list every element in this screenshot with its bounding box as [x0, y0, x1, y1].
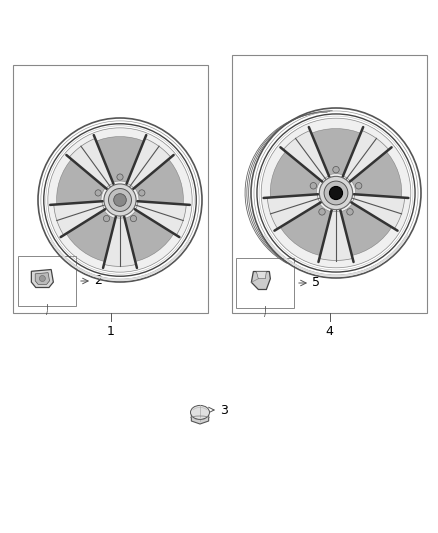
Circle shape [261, 118, 411, 268]
Polygon shape [96, 136, 144, 182]
Polygon shape [127, 139, 171, 188]
Polygon shape [352, 195, 405, 229]
Text: i: i [46, 310, 48, 316]
Polygon shape [32, 270, 53, 287]
Polygon shape [57, 159, 106, 205]
Circle shape [39, 276, 46, 281]
Circle shape [114, 193, 126, 206]
Circle shape [139, 190, 145, 196]
Circle shape [104, 184, 136, 216]
Ellipse shape [191, 406, 209, 419]
Text: 4: 4 [325, 325, 333, 338]
Polygon shape [134, 159, 184, 205]
Bar [236, 258, 294, 308]
Polygon shape [341, 203, 392, 256]
Polygon shape [135, 201, 186, 235]
Polygon shape [256, 271, 266, 279]
Polygon shape [251, 271, 270, 289]
Polygon shape [54, 201, 105, 235]
Polygon shape [351, 151, 402, 198]
Circle shape [109, 189, 131, 212]
Polygon shape [66, 210, 116, 262]
Circle shape [117, 174, 123, 180]
Circle shape [103, 215, 110, 222]
Circle shape [310, 183, 317, 189]
Polygon shape [267, 195, 320, 229]
Polygon shape [283, 131, 329, 181]
Text: 5: 5 [312, 277, 320, 289]
Circle shape [324, 181, 348, 205]
Bar [13, 65, 208, 313]
Circle shape [329, 187, 343, 199]
Circle shape [131, 215, 137, 222]
Circle shape [319, 208, 325, 215]
Bar [18, 256, 76, 306]
Polygon shape [319, 211, 353, 261]
Circle shape [48, 128, 192, 272]
Circle shape [347, 208, 353, 215]
Polygon shape [69, 139, 113, 188]
Polygon shape [270, 151, 321, 198]
Circle shape [95, 190, 101, 196]
Circle shape [333, 166, 339, 173]
Polygon shape [280, 203, 331, 256]
Circle shape [355, 183, 362, 189]
Text: i: i [264, 312, 266, 318]
Circle shape [319, 176, 353, 209]
Polygon shape [311, 128, 360, 175]
Text: 1: 1 [106, 325, 114, 338]
Polygon shape [35, 273, 49, 284]
Text: 3: 3 [220, 403, 228, 416]
Text: 2: 2 [94, 274, 102, 287]
Polygon shape [124, 210, 174, 262]
Polygon shape [343, 131, 389, 181]
Bar [232, 55, 427, 313]
Polygon shape [191, 412, 208, 424]
Polygon shape [104, 217, 136, 266]
